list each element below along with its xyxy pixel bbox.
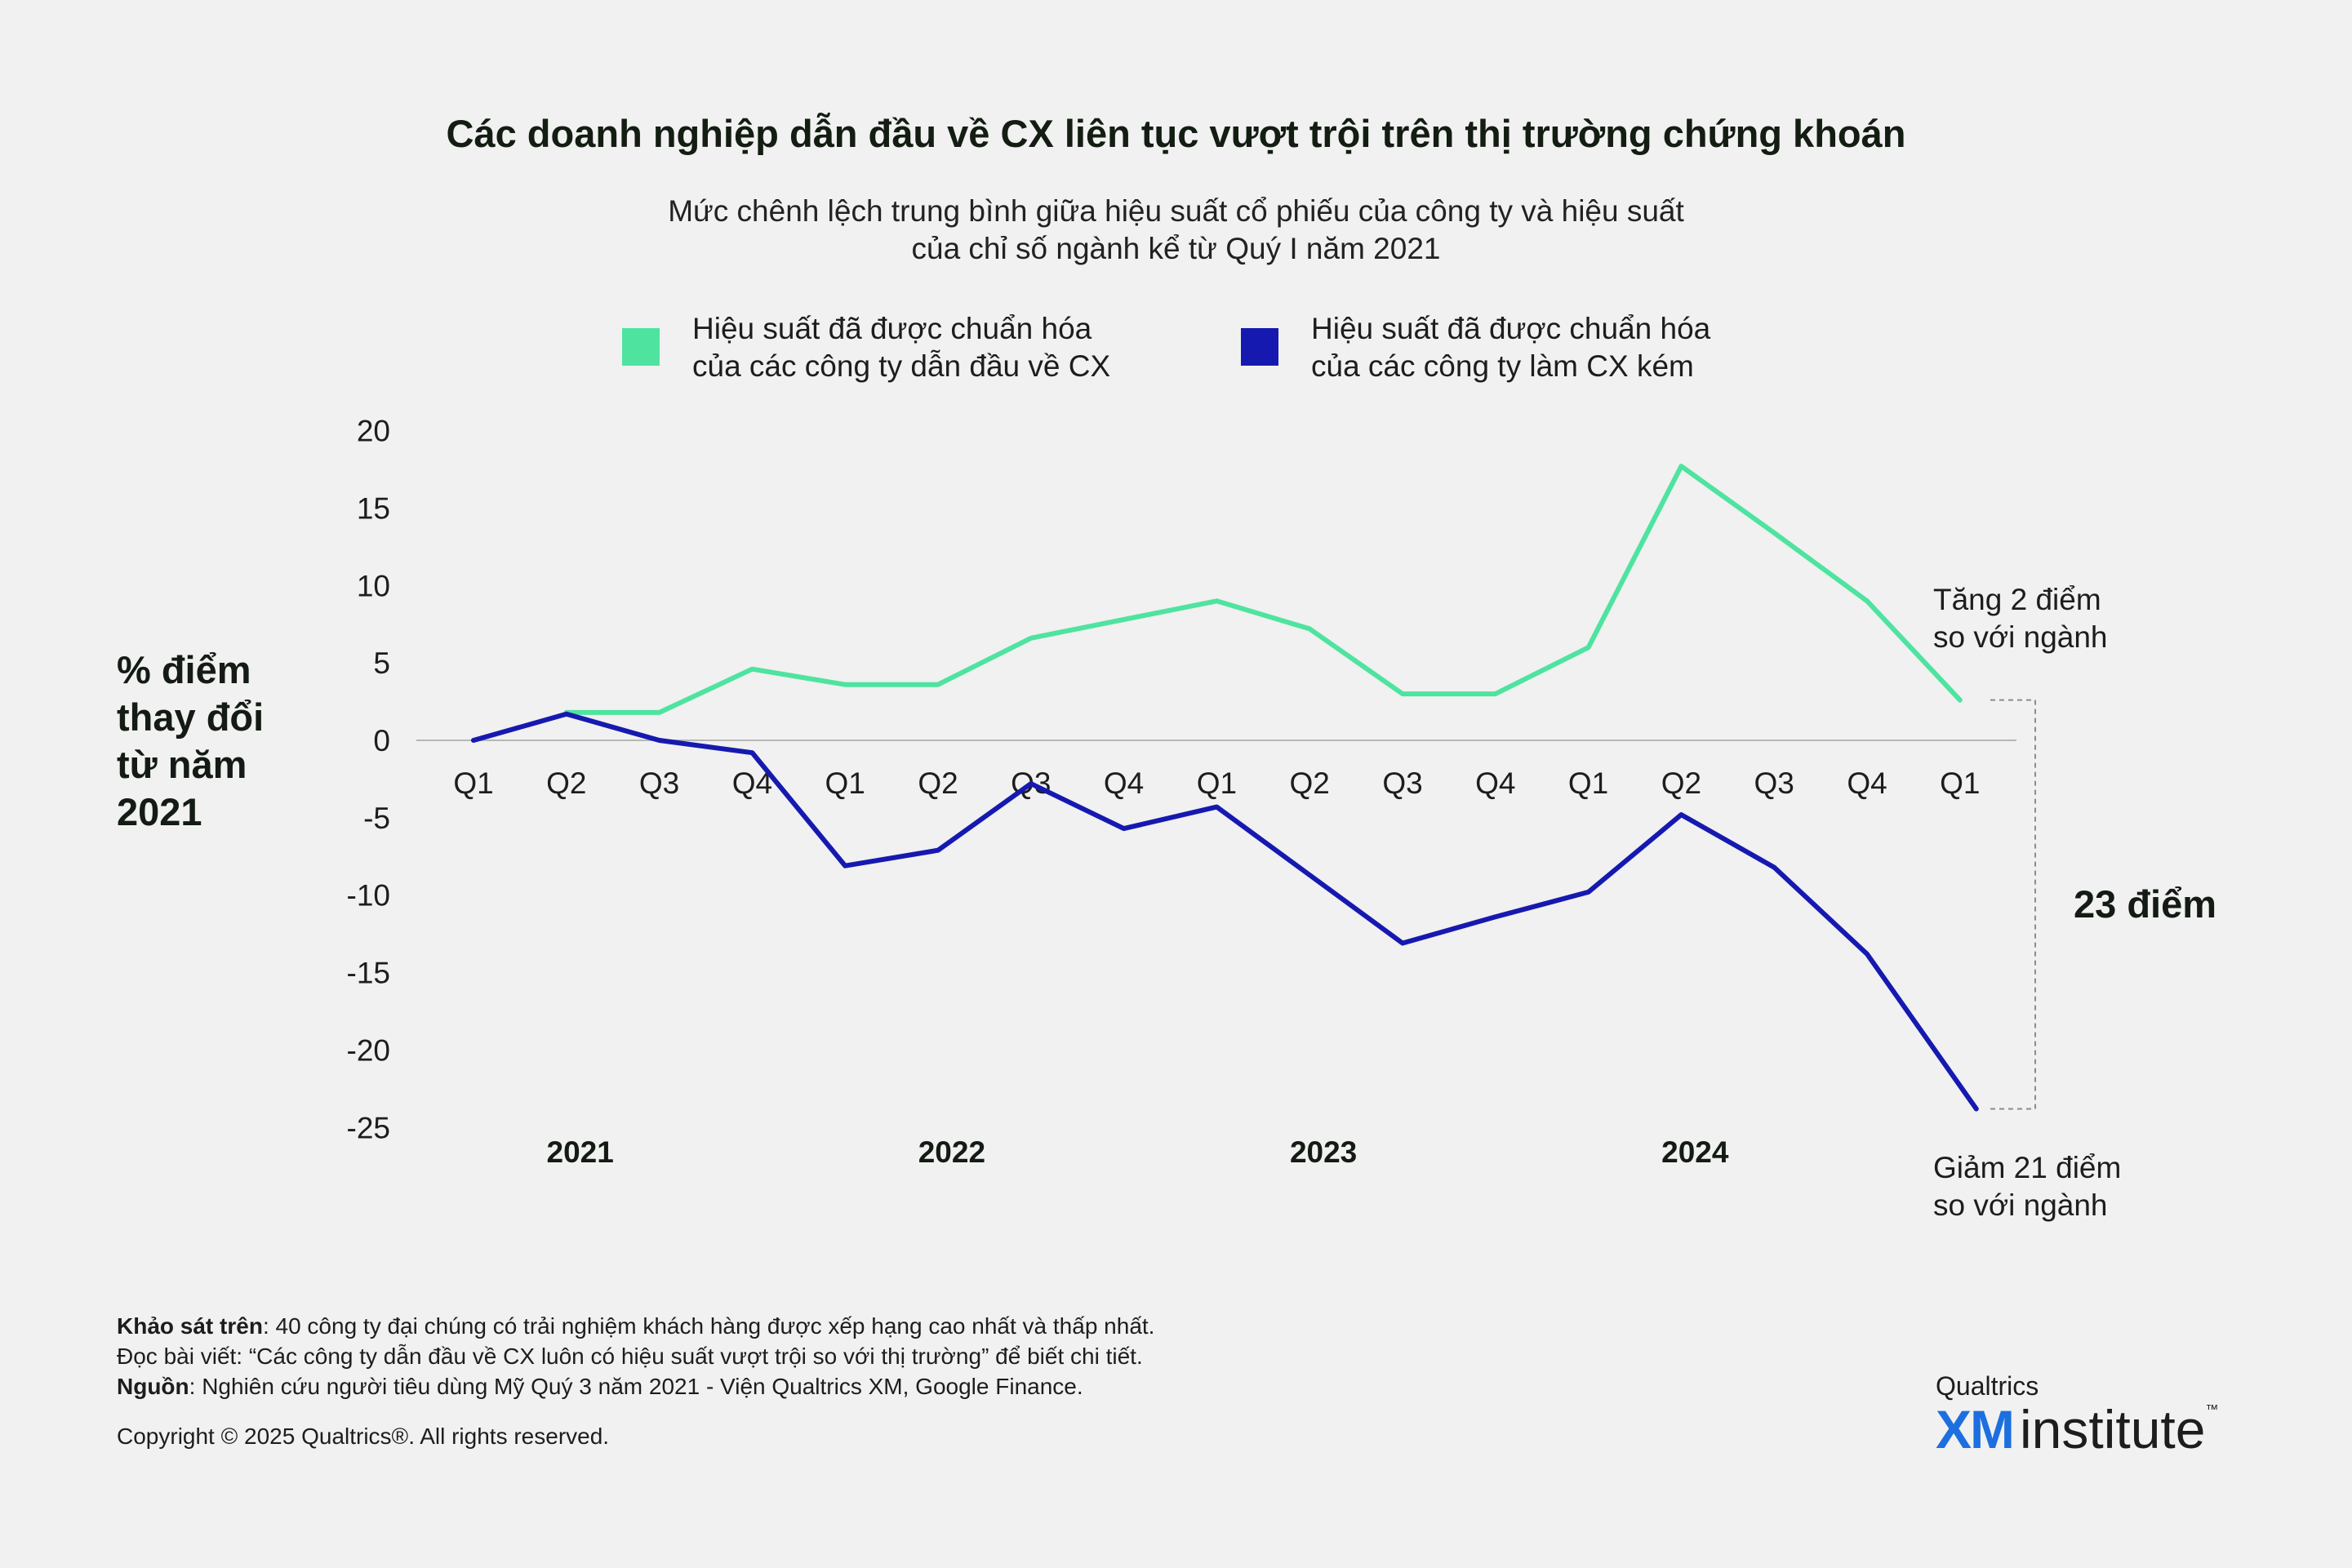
y-tick-label: -20 xyxy=(347,1033,390,1067)
laggards-end-annotation: Giảm 21 điểm so với ngành xyxy=(1933,1149,2121,1224)
leaders-end-annotation-line-1: Tăng 2 điểm xyxy=(1933,583,2101,616)
y-axis-label-line-1: % điểm xyxy=(117,648,251,691)
footnote-surveyed: Khảo sát trên: 40 công ty đại chúng có t… xyxy=(117,1311,1154,1341)
x-tick-label: Q4 xyxy=(1475,766,1515,800)
qualtrics-xm-institute-logo: Qualtrics XM institute ™ xyxy=(1936,1371,2218,1460)
x-tick-label: Q3 xyxy=(1754,766,1794,800)
y-tick-label: -5 xyxy=(363,802,390,835)
y-tick-label: 10 xyxy=(357,569,390,602)
y-axis-label-line-2: thay đổi xyxy=(117,695,265,739)
logo-xm-text: XM xyxy=(1936,1399,2015,1459)
year-label: 2024 xyxy=(1661,1135,1729,1169)
subtitle-line-2: của chỉ số ngành kể từ Quý I năm 2021 xyxy=(911,232,1441,265)
x-tick-label: Q4 xyxy=(1104,766,1144,800)
x-tick-label: Q4 xyxy=(1847,766,1887,800)
y-axis-label-line-4: 2021 xyxy=(117,790,202,833)
y-tick-label: -10 xyxy=(347,879,390,913)
logo-trademark: ™ xyxy=(2205,1403,2219,1417)
legend-item-laggards: Hiệu suất đã được chuẩn hóa của các công… xyxy=(1241,310,1710,385)
y-tick-label: -15 xyxy=(347,957,390,990)
x-axis-ticks: Q1 Q2 Q3 Q4 Q1 Q2 Q3 Q4 Q1 Q2 Q3 Q4 Q1 Q2 Q3 Q4 Q1 xyxy=(453,766,1980,800)
year-label: 2023 xyxy=(1290,1135,1357,1169)
legend-label-laggards: Hiệu suất đã được chuẩn hóa của các công… xyxy=(1311,310,1710,385)
x-tick-label: Q3 xyxy=(1382,766,1422,800)
y-tick-label: -25 xyxy=(347,1111,390,1144)
laggards-end-annotation-line-2: so với ngành xyxy=(1933,1188,2108,1222)
legend-item-leaders: Hiệu suất đã được chuẩn hóa của các công… xyxy=(622,310,1110,385)
footnotes: Khảo sát trên: 40 công ty đại chúng có t… xyxy=(117,1311,1154,1401)
year-labels: 2021 2022 2023 2024 xyxy=(547,1135,1729,1169)
x-tick-label: Q1 xyxy=(453,766,493,800)
chart-title: Các doanh nghiệp dẫn đầu về CX liên tục … xyxy=(446,112,1906,155)
footnote-source: Nguồn: Nghiên cứu người tiêu dùng Mỹ Quý… xyxy=(117,1371,1154,1401)
copyright: Copyright © 2025 Qualtrics®. All rights … xyxy=(117,1424,610,1449)
x-tick-label: Q1 xyxy=(1940,766,1980,800)
series-line-cx-leaders xyxy=(563,464,1963,715)
y-axis-label-line-3: từ năm xyxy=(117,743,247,786)
x-tick-label: Q2 xyxy=(918,766,958,800)
logo-institute-text: institute xyxy=(2020,1399,2206,1459)
y-axis-ticks: 20 15 10 5 0 -5 -10 -15 -20 -25 xyxy=(347,415,390,1145)
chart-subtitle: Mức chênh lệch trung bình giữa hiệu suất… xyxy=(0,193,2352,268)
gap-bracket xyxy=(1990,699,2036,1110)
footnote-read-more: Đọc bài viết: “Các công ty dẫn đầu về CX… xyxy=(117,1344,1143,1369)
legend-label-laggards-line-1: Hiệu suất đã được chuẩn hóa xyxy=(1311,312,1711,345)
legend-swatch-leaders xyxy=(622,328,660,366)
y-axis-label: % điểm thay đổi từ năm 2021 xyxy=(117,646,264,836)
footnote-source-label: Nguồn xyxy=(117,1374,189,1399)
x-tick-label: Q2 xyxy=(546,766,586,800)
logo-qualtrics-text: Qualtrics xyxy=(1936,1371,2039,1401)
x-tick-label: Q2 xyxy=(1290,766,1330,800)
legend-label-leaders: Hiệu suất đã được chuẩn hóa của các công… xyxy=(692,310,1110,385)
x-tick-label: Q1 xyxy=(1568,766,1608,800)
x-tick-label: Q1 xyxy=(825,766,865,800)
year-label: 2021 xyxy=(547,1135,614,1169)
x-tick-label: Q1 xyxy=(1197,766,1237,800)
x-tick-label: Q3 xyxy=(639,766,679,800)
y-tick-label: 5 xyxy=(373,646,390,680)
legend-label-leaders-line-2: của các công ty dẫn đầu về CX xyxy=(692,349,1111,383)
footnote-surveyed-text: : 40 công ty đại chúng có trải nghiệm kh… xyxy=(262,1313,1155,1339)
y-tick-label: 20 xyxy=(357,415,390,448)
y-tick-label: 15 xyxy=(357,491,390,525)
leaders-end-annotation: Tăng 2 điểm so với ngành xyxy=(1933,581,2108,656)
subtitle-line-1: Mức chênh lệch trung bình giữa hiệu suất… xyxy=(668,194,1684,228)
series-lines xyxy=(471,464,1979,1112)
leaders-end-annotation-line-2: so với ngành xyxy=(1933,620,2108,654)
legend-swatch-laggards xyxy=(1241,328,1278,366)
year-label: 2022 xyxy=(918,1135,985,1169)
footnote-source-text: : Nghiên cứu người tiêu dùng Mỹ Quý 3 nă… xyxy=(189,1374,1083,1399)
footnote-surveyed-label: Khảo sát trên xyxy=(117,1313,263,1339)
logo-wordmark: XM institute ™ xyxy=(1936,1398,2218,1460)
legend-label-laggards-line-2: của các công ty làm CX kém xyxy=(1311,349,1694,383)
series-line-cx-laggards xyxy=(471,711,1979,1112)
gap-label: 23 điểm xyxy=(2074,882,2217,926)
laggards-end-annotation-line-1: Giảm 21 điểm xyxy=(1933,1151,2122,1184)
x-tick-label: Q2 xyxy=(1661,766,1701,800)
legend-label-leaders-line-1: Hiệu suất đã được chuẩn hóa xyxy=(692,312,1092,345)
y-tick-label: 0 xyxy=(373,724,390,757)
